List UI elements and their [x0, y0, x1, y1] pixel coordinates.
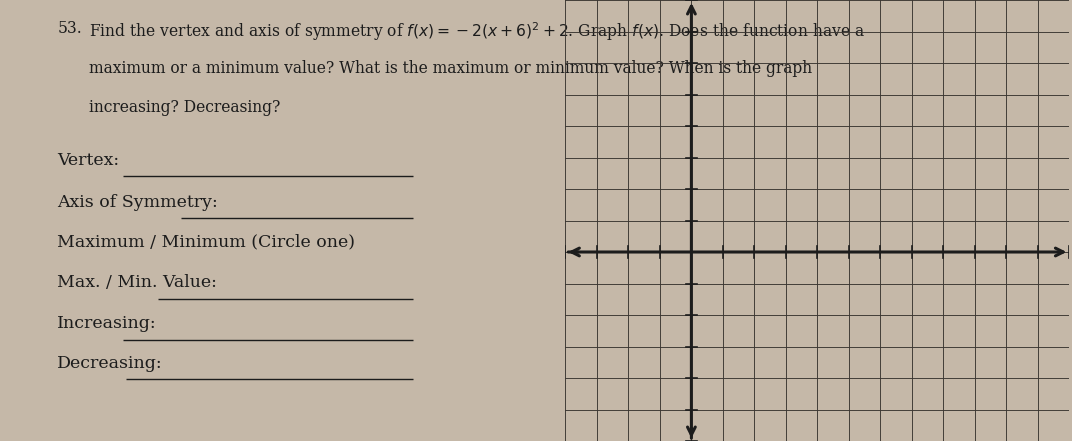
Text: Vertex:: Vertex:	[58, 152, 119, 169]
Text: Find the vertex and axis of symmetry of $f(x) = -2(x + 6)^2 + 2$. Graph $f(x)$. : Find the vertex and axis of symmetry of …	[89, 20, 865, 42]
Text: Axis of Symmetry:: Axis of Symmetry:	[58, 194, 218, 211]
Text: Decreasing:: Decreasing:	[58, 355, 163, 372]
Text: increasing? Decreasing?: increasing? Decreasing?	[89, 99, 280, 116]
Text: Increasing:: Increasing:	[58, 315, 157, 333]
Text: Maximum / Minimum (Circle one): Maximum / Minimum (Circle one)	[58, 234, 355, 251]
Text: 53.: 53.	[58, 20, 83, 37]
Text: Max. / Min. Value:: Max. / Min. Value:	[58, 274, 218, 292]
Text: maximum or a minimum value? What is the maximum or minimum value? When is the gr: maximum or a minimum value? What is the …	[89, 60, 812, 77]
